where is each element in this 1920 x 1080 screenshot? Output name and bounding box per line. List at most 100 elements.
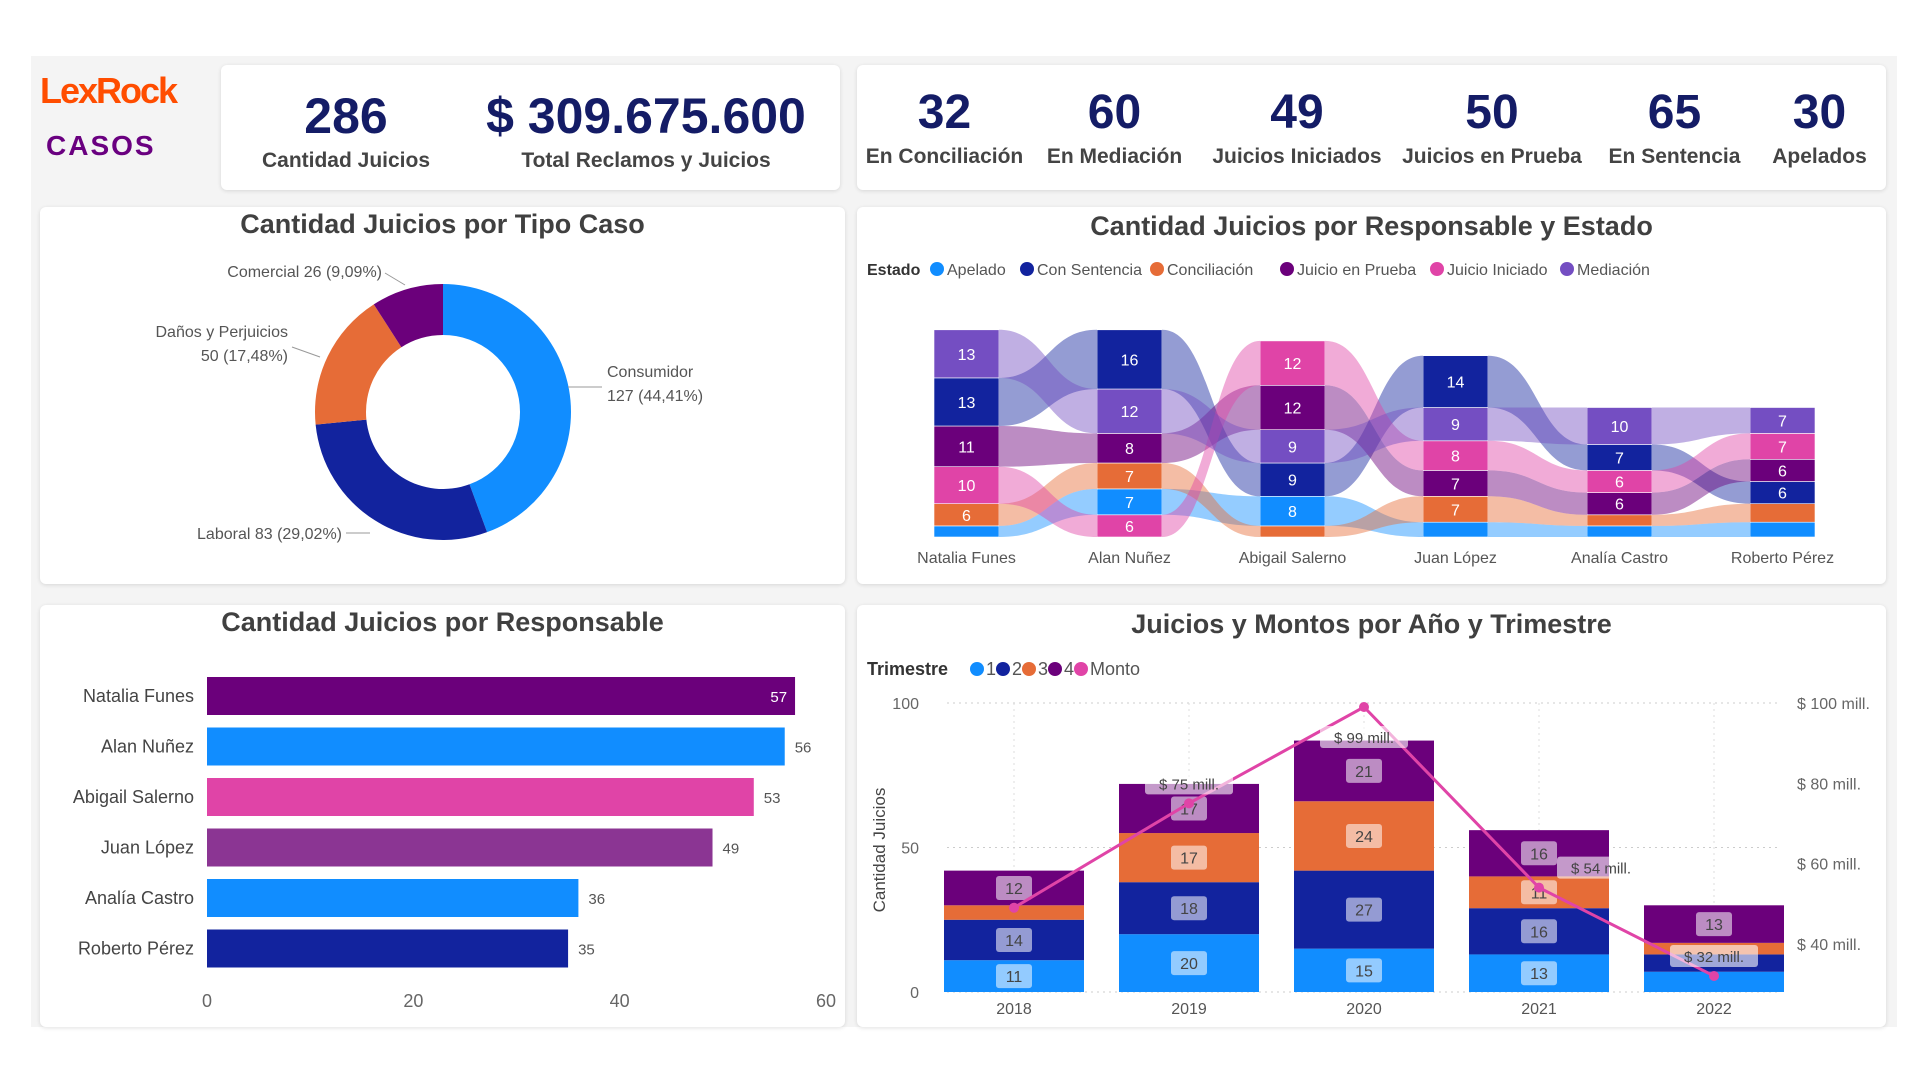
column-segment	[1749, 521, 1816, 538]
data-label-bg	[1521, 961, 1557, 986]
kpi-value: $ 309.675.600	[486, 88, 806, 144]
column-segment	[1096, 433, 1163, 464]
segment-label: 6	[962, 508, 971, 525]
kpi-panel-totals: 286 Cantidad Juicios $ 309.675.600 Total…	[221, 65, 840, 190]
legend-marker	[1150, 262, 1164, 276]
segment-label: 7	[1451, 476, 1460, 493]
data-label: 17	[1180, 851, 1198, 868]
column-segment	[1259, 340, 1326, 386]
x-tick-label: Natalia Funes	[917, 550, 1016, 567]
kpi-panel-estados: 32 En Conciliación 60 En Mediación 49 Ju…	[857, 65, 1886, 190]
column-segment	[1422, 407, 1489, 442]
ribbon	[1325, 340, 1423, 471]
kpi-total-reclamos: $ 309.675.600 Total Reclamos y Juicios	[471, 91, 821, 173]
monto-label-bg	[1557, 856, 1645, 879]
donut-slice-da-os-y-perjuicios	[315, 304, 402, 425]
monto-label: $ 75 mill.	[1159, 776, 1219, 793]
ribbon	[1488, 407, 1587, 445]
kpi-label: Apelados	[1772, 145, 1867, 168]
ribbon	[1162, 463, 1260, 537]
bar-value-label: 57	[770, 689, 787, 706]
segment-label: 10	[958, 478, 976, 495]
panel-responsable: Cantidad Juicios por Responsable 0 20 40 60…	[40, 605, 845, 1027]
chart-title: Cantidad Juicios por Responsable	[221, 607, 664, 637]
kpi-label: Total Reclamos y Juicios	[521, 149, 771, 172]
donut-slice-consumidor	[443, 284, 571, 533]
column-segment	[1586, 407, 1653, 445]
panel-anio-trimestre: Juicios y Montos por Año y Trimestre Tri…	[857, 605, 1886, 1027]
segment-label: 11	[958, 439, 975, 456]
legend-marker	[970, 662, 984, 676]
segment-label: 7	[1451, 502, 1460, 519]
ribbon	[1652, 444, 1750, 504]
segment-label: 10	[1611, 419, 1629, 436]
segment-label: 6	[1778, 486, 1787, 503]
data-label: 27	[1355, 903, 1373, 920]
data-label-bg	[996, 927, 1032, 952]
column-segment	[1586, 444, 1653, 471]
kpi-en-mediacion: 60 En Mediación	[1032, 89, 1197, 169]
column-segment	[933, 425, 1000, 468]
ribbon	[999, 463, 1097, 526]
x-tick-label: 20	[403, 991, 423, 1011]
ribbon	[1488, 496, 1587, 526]
kpi-label: Juicios en Prueba	[1402, 145, 1582, 168]
y-category-label: Analía Castro	[85, 888, 194, 908]
data-label: 20	[1180, 956, 1198, 973]
segment-label: 7	[1778, 413, 1787, 430]
monto-point	[1009, 902, 1019, 913]
column-segment	[1422, 495, 1489, 523]
kpi-apelados: 30 Apelados	[1757, 89, 1882, 169]
data-label: 21	[1355, 764, 1373, 781]
x-tick-label: 2019	[1171, 1001, 1207, 1018]
legend-marker	[1048, 662, 1062, 676]
bar	[207, 677, 796, 715]
data-label: 11	[1006, 969, 1023, 986]
legend-label: 1	[986, 659, 996, 679]
ribbon	[1488, 470, 1587, 515]
legend-label: Monto	[1090, 659, 1140, 679]
slice-name: Consumidor	[607, 364, 694, 381]
legend-marker	[996, 662, 1010, 676]
kpi-value: 65	[1647, 86, 1702, 139]
monto-label-bg	[1320, 726, 1408, 749]
kpi-label: En Mediación	[1046, 145, 1183, 168]
column-segment	[1422, 355, 1489, 408]
kpi-value: 32	[917, 86, 972, 139]
column-segment	[1749, 503, 1816, 523]
kpi-juicios-en-prueba: 50 Juicios en Prueba	[1397, 89, 1587, 169]
kpi-value: 60	[1087, 86, 1142, 139]
x-tick-label: 60	[816, 991, 836, 1011]
monto-label-bg	[1145, 772, 1233, 795]
legend-label: Juicio Iniciado	[1447, 262, 1548, 279]
column-segment	[933, 377, 1000, 427]
ribbon	[1488, 355, 1587, 471]
data-label: 18	[1180, 901, 1198, 918]
data-label-bg	[1346, 897, 1382, 922]
segment-label: 12	[1121, 404, 1139, 421]
ribbon	[1162, 385, 1260, 463]
monto-point	[1184, 798, 1194, 809]
segment-label: 13	[958, 395, 976, 412]
segment-label: 9	[1288, 439, 1297, 456]
legend-title: Trimestre	[867, 659, 948, 679]
x-tick-label: 2020	[1346, 1001, 1382, 1018]
column-segment	[1096, 329, 1163, 390]
legend-title: Estado	[867, 262, 921, 279]
kpi-value: 49	[1270, 86, 1324, 139]
slice-label: Comercial 26 (9,09%)	[227, 264, 382, 281]
segment-label: 7	[1615, 450, 1624, 467]
data-label-bg	[1521, 841, 1557, 866]
kpi-value: 30	[1792, 86, 1847, 139]
horizontal-bar-chart: 0 20 40 60 Natalia Funes 57 Alan Nuñez 56 Abigai…	[73, 677, 836, 1011]
data-label-bg	[1521, 919, 1557, 944]
ribbon	[1325, 496, 1423, 537]
segment-label: 8	[1451, 449, 1460, 466]
chart-title: Cantidad Juicios por Responsable y Estad…	[1090, 211, 1653, 241]
column-segment	[1749, 407, 1816, 434]
column-segment	[933, 466, 1000, 505]
column-segment	[1259, 385, 1326, 431]
monto-label: $ 99 mill.	[1334, 730, 1394, 747]
kpi-label: En Sentencia	[1608, 145, 1741, 168]
